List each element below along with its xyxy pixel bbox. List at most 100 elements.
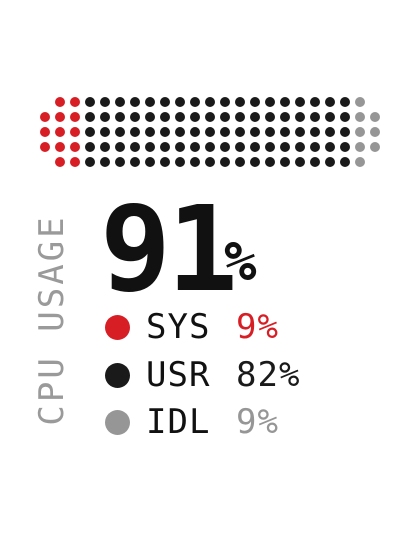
- usage-dot: [355, 97, 365, 107]
- usage-dot: [205, 127, 215, 137]
- usage-dot: [310, 142, 320, 152]
- usage-dot: [280, 127, 290, 137]
- usage-dot: [55, 157, 65, 167]
- usage-dot: [55, 97, 65, 107]
- usage-dot: [175, 157, 185, 167]
- usage-dot: [340, 97, 350, 107]
- idl-label: IDL: [146, 402, 211, 442]
- usage-dot: [85, 142, 95, 152]
- usage-dot: [70, 142, 80, 152]
- usage-dot: [265, 112, 275, 122]
- usage-dot: [370, 112, 380, 122]
- usage-dot: [175, 112, 185, 122]
- usage-dot: [160, 97, 170, 107]
- widget-title: CPU USAGE: [32, 214, 72, 426]
- usage-dot: [265, 97, 275, 107]
- usage-dot: [85, 157, 95, 167]
- usage-dot: [265, 142, 275, 152]
- usage-dot: [55, 142, 65, 152]
- usage-dot: [115, 97, 125, 107]
- usage-dot: [340, 112, 350, 122]
- usage-dot: [325, 142, 335, 152]
- usage-dot: [70, 157, 80, 167]
- usage-dot: [280, 142, 290, 152]
- usage-dot: [340, 142, 350, 152]
- usage-dot: [235, 97, 245, 107]
- usage-dot: [280, 157, 290, 167]
- usage-dot: [250, 157, 260, 167]
- usage-dot: [100, 127, 110, 137]
- usage-dot: [55, 127, 65, 137]
- usage-dot: [130, 127, 140, 137]
- usage-dot: [325, 112, 335, 122]
- usage-dot: [160, 127, 170, 137]
- usage-dot: [310, 97, 320, 107]
- legend-row-idl: IDL 9%: [105, 402, 279, 442]
- usage-dot: [280, 97, 290, 107]
- usage-dot: [160, 112, 170, 122]
- usage-dot: [130, 157, 140, 167]
- usage-dot: [220, 112, 230, 122]
- usage-dot: [130, 142, 140, 152]
- usage-dot: [205, 112, 215, 122]
- usage-dot: [265, 127, 275, 137]
- usr-color-dot: [105, 362, 130, 388]
- usage-dot: [220, 142, 230, 152]
- usage-dot: [190, 112, 200, 122]
- usage-dot: [250, 97, 260, 107]
- usage-dot: [295, 127, 305, 137]
- usage-dot: [340, 127, 350, 137]
- total-usage-unit: %: [224, 230, 257, 293]
- usage-dot: [295, 157, 305, 167]
- usage-dot: [115, 157, 125, 167]
- usage-dot: [205, 157, 215, 167]
- usage-dot: [370, 127, 380, 137]
- usage-dot: [205, 97, 215, 107]
- usage-dot: [355, 142, 365, 152]
- usage-dot: [100, 157, 110, 167]
- usage-dot: [40, 127, 50, 137]
- usr-label: USR: [146, 355, 211, 395]
- total-usage-value: 91: [100, 180, 238, 318]
- usage-dot: [190, 127, 200, 137]
- usage-dot: [205, 142, 215, 152]
- usage-dot: [340, 157, 350, 167]
- usage-dot: [100, 142, 110, 152]
- usage-dot: [85, 112, 95, 122]
- usage-dot: [175, 97, 185, 107]
- sys-label: SYS: [146, 307, 211, 347]
- usage-dot: [70, 127, 80, 137]
- usage-dot: [175, 142, 185, 152]
- usage-dot: [220, 97, 230, 107]
- usage-dot: [355, 157, 365, 167]
- usage-dot: [145, 127, 155, 137]
- usage-dot: [130, 112, 140, 122]
- usage-dot: [40, 112, 50, 122]
- cpu-usage-dot-bar: [0, 0, 415, 180]
- usage-dot: [115, 112, 125, 122]
- usage-dot: [220, 127, 230, 137]
- usage-dot: [100, 112, 110, 122]
- usage-dot: [115, 142, 125, 152]
- usage-dot: [295, 112, 305, 122]
- sys-color-dot: [105, 314, 130, 340]
- usage-dot: [310, 157, 320, 167]
- usage-dot: [145, 142, 155, 152]
- usage-dot: [190, 142, 200, 152]
- sys-value: 9%: [236, 307, 279, 347]
- usr-value: 82%: [236, 355, 301, 395]
- usage-dot: [85, 97, 95, 107]
- legend-row-sys: SYS 9%: [105, 307, 279, 347]
- idl-value: 9%: [236, 402, 279, 442]
- usage-dot: [325, 97, 335, 107]
- usage-dot: [280, 112, 290, 122]
- usage-dot: [70, 97, 80, 107]
- usage-dot: [355, 127, 365, 137]
- usage-dot: [145, 97, 155, 107]
- usage-dot: [115, 127, 125, 137]
- usage-dot: [235, 142, 245, 152]
- usage-dot: [250, 127, 260, 137]
- usage-dot: [250, 142, 260, 152]
- legend-row-usr: USR 82%: [105, 355, 300, 395]
